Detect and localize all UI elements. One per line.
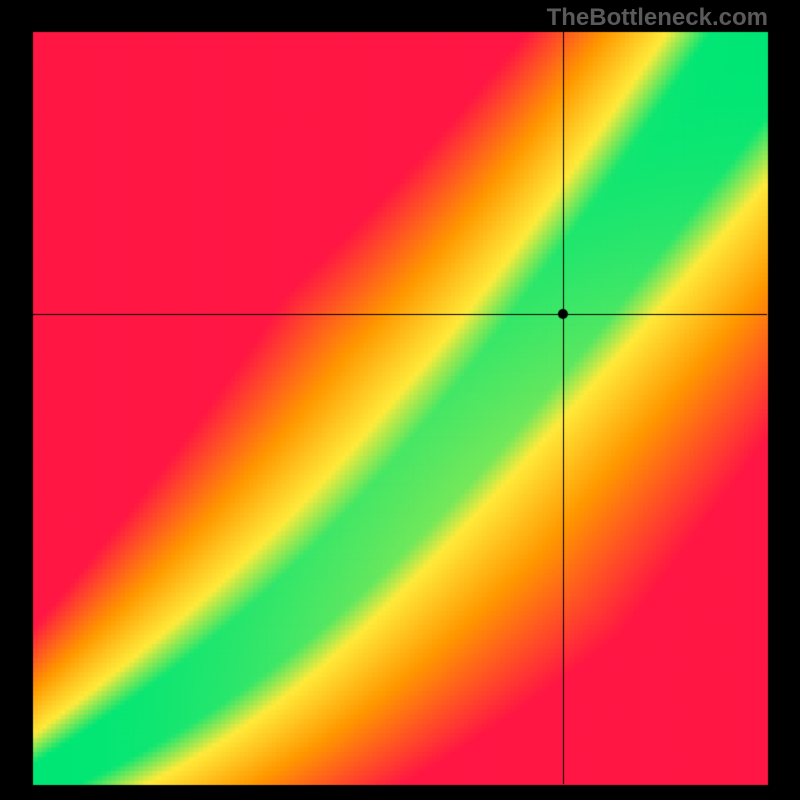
watermark-text: TheBottleneck.com: [547, 4, 768, 32]
bottleneck-heatmap: [0, 0, 800, 800]
